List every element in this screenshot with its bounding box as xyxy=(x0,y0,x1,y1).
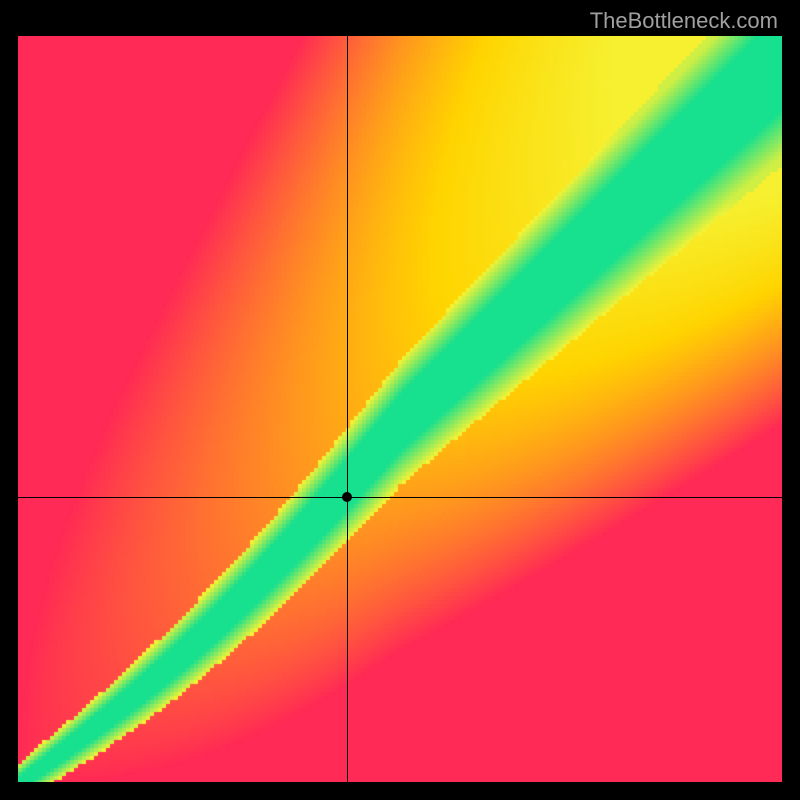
marker-point xyxy=(342,492,352,502)
heatmap-canvas xyxy=(18,36,782,782)
watermark: TheBottleneck.com xyxy=(590,8,778,34)
heatmap-plot xyxy=(18,36,782,782)
crosshair-vertical xyxy=(347,36,348,782)
crosshair-horizontal xyxy=(18,497,782,498)
